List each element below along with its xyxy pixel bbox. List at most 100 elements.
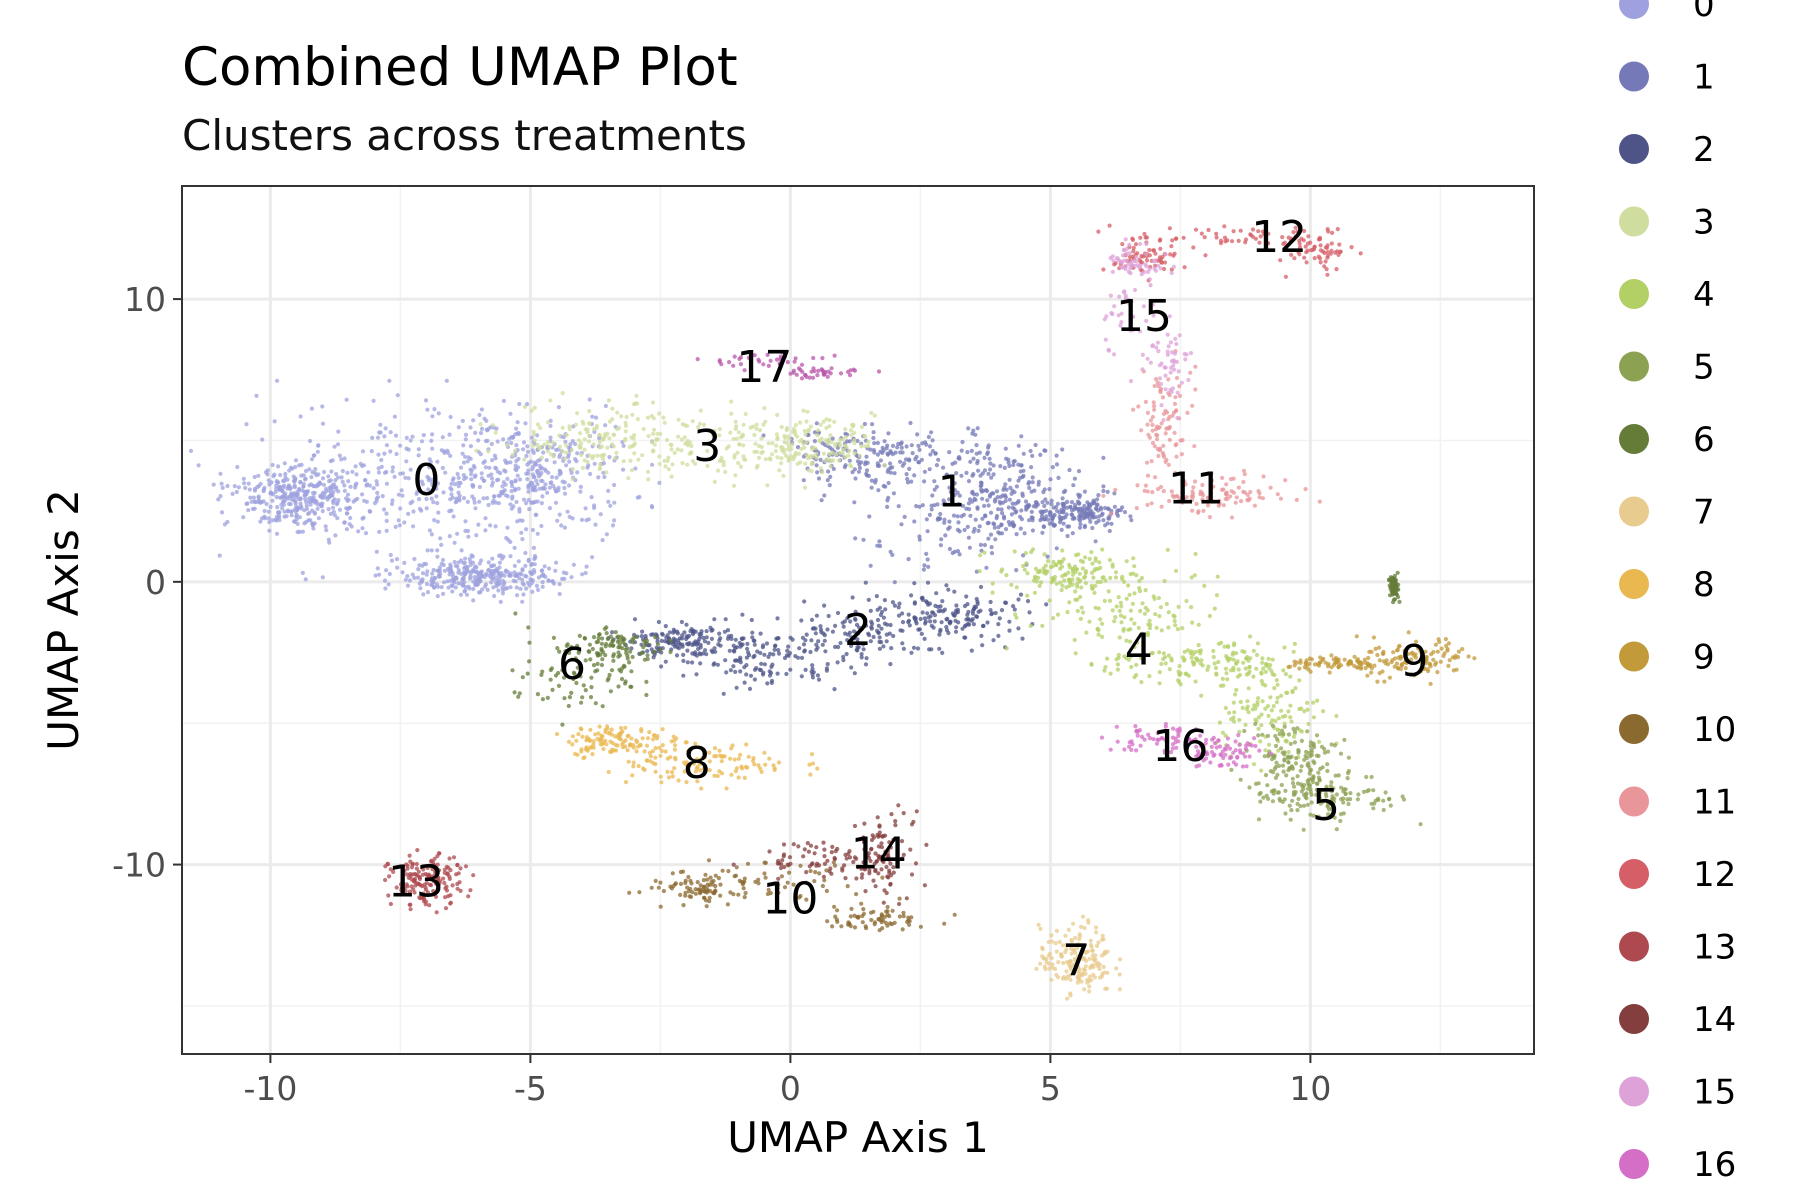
point (367, 509, 372, 514)
point (870, 422, 875, 427)
point (316, 472, 321, 477)
point (415, 575, 420, 580)
point (1270, 718, 1275, 723)
point (982, 542, 988, 548)
point (1156, 595, 1161, 601)
point (1023, 551, 1028, 556)
point (258, 519, 263, 524)
point (1160, 395, 1165, 400)
point (424, 581, 430, 587)
point (589, 685, 594, 690)
point (871, 430, 876, 435)
point (975, 505, 980, 510)
point (604, 532, 610, 537)
point (696, 646, 701, 652)
point (932, 503, 937, 508)
point (738, 435, 743, 440)
point (1326, 812, 1331, 817)
point (521, 497, 527, 502)
point (1063, 572, 1068, 577)
point (540, 669, 545, 674)
point (569, 657, 575, 662)
point (885, 909, 890, 914)
point (564, 443, 569, 448)
point (729, 399, 734, 404)
point (1075, 946, 1080, 951)
point (976, 528, 981, 534)
point (905, 480, 911, 485)
point (424, 496, 429, 502)
point (1276, 716, 1281, 721)
point (1301, 827, 1306, 832)
point (1012, 459, 1017, 464)
point (684, 740, 689, 745)
point (1101, 484, 1106, 489)
point (807, 762, 812, 767)
point (1089, 661, 1094, 667)
point (876, 623, 881, 628)
point (293, 458, 299, 463)
point (1321, 709, 1326, 714)
point (470, 484, 476, 489)
point (546, 470, 551, 475)
point (1082, 489, 1087, 494)
point (934, 484, 940, 489)
point (1021, 563, 1026, 569)
point (1134, 506, 1139, 511)
point (810, 447, 815, 452)
point (628, 649, 633, 654)
point (1050, 939, 1055, 944)
point (276, 464, 281, 469)
point (745, 646, 750, 651)
point (580, 419, 585, 424)
point (639, 729, 644, 734)
point (539, 672, 544, 678)
point (919, 596, 925, 601)
point (611, 432, 617, 437)
point (483, 582, 489, 587)
point (494, 466, 499, 471)
point (749, 617, 754, 623)
point (1176, 604, 1181, 610)
point (599, 444, 605, 449)
point (1110, 564, 1115, 569)
point (734, 436, 739, 441)
point (1093, 566, 1098, 572)
point (1275, 790, 1280, 795)
point (733, 637, 738, 642)
point (1113, 570, 1119, 575)
point (539, 478, 544, 483)
point (775, 455, 780, 460)
point (972, 604, 977, 609)
point (859, 424, 865, 429)
point (1022, 567, 1027, 572)
point (619, 634, 624, 639)
point (448, 414, 453, 420)
point (1003, 498, 1008, 504)
point (836, 458, 842, 463)
point (384, 481, 389, 486)
point (659, 638, 664, 644)
point (1001, 514, 1007, 519)
point (904, 444, 909, 449)
point (483, 528, 488, 533)
point (930, 493, 935, 498)
point (821, 631, 826, 636)
point (886, 431, 891, 436)
point (216, 497, 221, 502)
point (1193, 679, 1198, 684)
point (339, 475, 344, 480)
point (666, 467, 671, 472)
point (1399, 663, 1404, 668)
point (304, 499, 309, 505)
point (1279, 693, 1284, 698)
point (1250, 707, 1255, 712)
point (442, 568, 447, 573)
point (971, 456, 976, 461)
point (607, 730, 612, 735)
point (968, 459, 973, 464)
point (970, 499, 975, 504)
point (1325, 804, 1330, 809)
point (835, 919, 840, 925)
point (1309, 767, 1314, 773)
